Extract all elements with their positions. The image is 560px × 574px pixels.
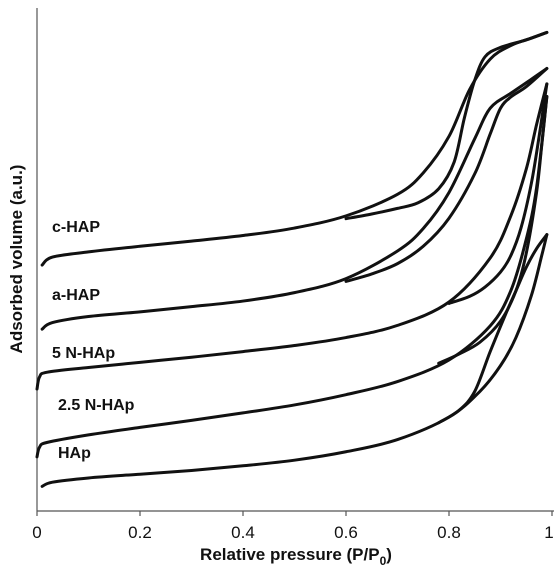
hap-desorption-curve bbox=[437, 233, 549, 425]
c-hap-adsorption-curve bbox=[40, 30, 549, 267]
x-tick-label: 0.8 bbox=[437, 523, 461, 542]
series-label-2-5-n-hap: 2.5 N-HAp bbox=[58, 397, 135, 414]
series-label-hap: HAp bbox=[58, 445, 91, 462]
series-labels: c-HAP a-HAP 5 N-HAp 2.5 N-HAp HAp bbox=[52, 219, 135, 462]
series-label-a-hap: a-HAP bbox=[52, 287, 100, 304]
x-tick-label: 0.2 bbox=[128, 523, 152, 542]
x-axis-title-main: Relative pressure (P/P bbox=[200, 545, 380, 564]
x-tick-labels: 0 0.2 0.4 0.6 0.8 1 bbox=[32, 523, 553, 542]
x-tick-label: 0.4 bbox=[231, 523, 255, 542]
x-ticks bbox=[36, 511, 553, 516]
5-n-hap-adsorption-curve bbox=[35, 82, 549, 391]
a-hap-adsorption-curve bbox=[40, 66, 549, 331]
x-axis-title: Relative pressure (P/P0) bbox=[200, 545, 392, 568]
a-hap-desorption-curve bbox=[344, 66, 549, 283]
y-axis-title: Adsorbed volume (a.u.) bbox=[7, 165, 26, 354]
x-tick-label: 1 bbox=[544, 523, 553, 542]
5-n-hap-desorption-curve bbox=[447, 82, 549, 305]
hap-adsorption-curve bbox=[40, 233, 549, 488]
x-tick-label: 0.6 bbox=[334, 523, 358, 542]
c-hap-desorption-curve bbox=[344, 30, 549, 221]
x-axis-title-subscript: 0 bbox=[380, 554, 387, 568]
2-5-n-hap-adsorption-curve bbox=[35, 95, 549, 459]
series-label-5-n-hap: 5 N-HAp bbox=[52, 345, 115, 362]
series-label-c-hap: c-HAP bbox=[52, 219, 100, 236]
x-axis-title-close: ) bbox=[386, 545, 392, 564]
axes bbox=[36, 8, 554, 512]
isotherm-curves bbox=[35, 30, 549, 488]
x-tick-label: 0 bbox=[32, 523, 41, 542]
